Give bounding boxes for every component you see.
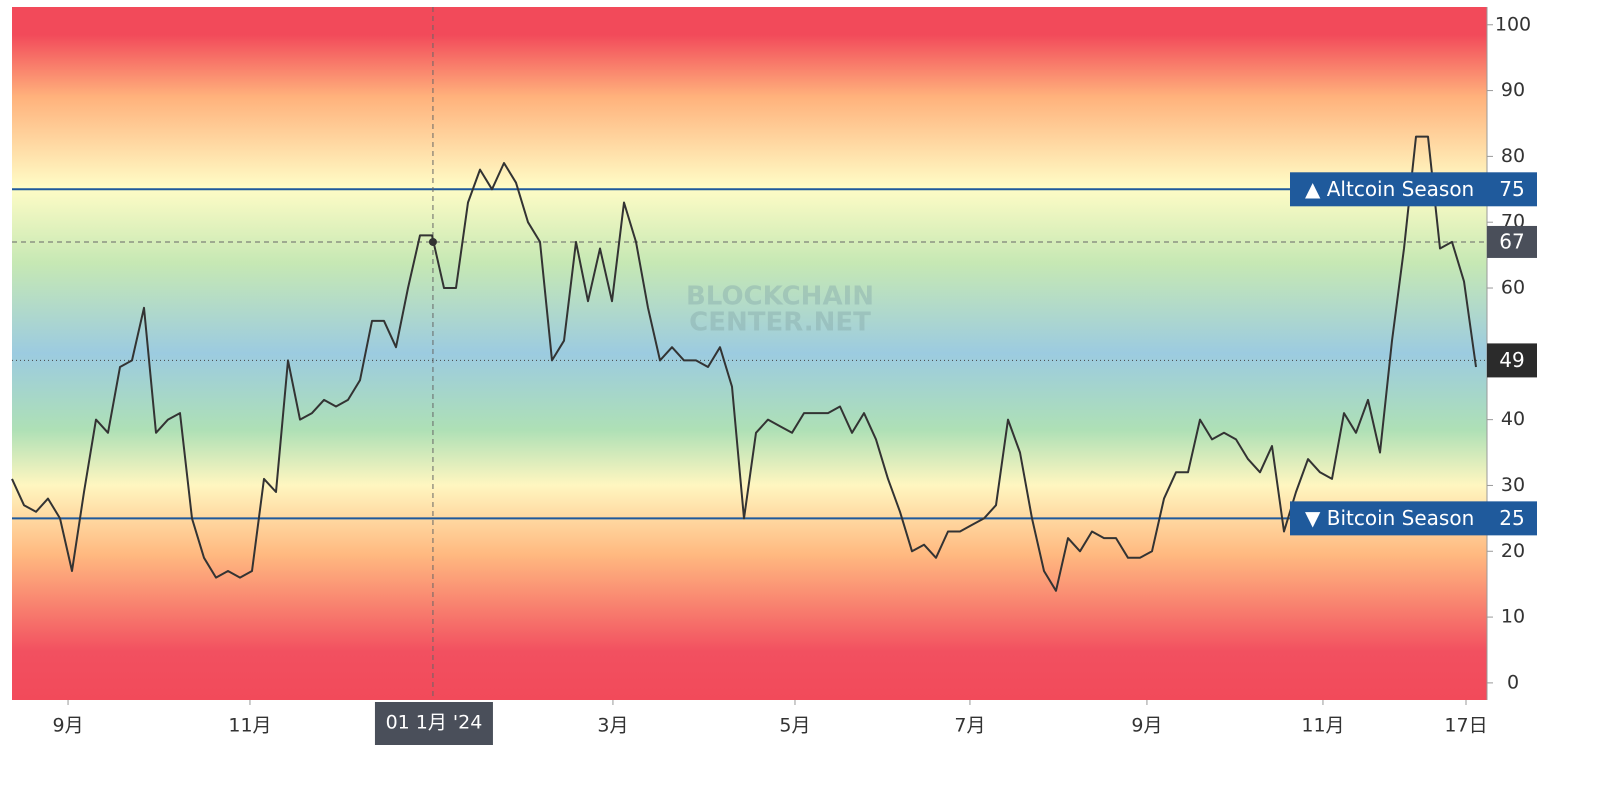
x-tick-label: 3月 [597, 715, 628, 737]
x-tick-label: 9月 [1131, 715, 1162, 737]
y-tick-label: 0 [1507, 671, 1519, 693]
level-label: ▲ Altcoin Season [1305, 177, 1474, 201]
last-value-box [1487, 343, 1537, 378]
level-value-label: 25 [1499, 506, 1524, 530]
y-tick-label: 100 [1495, 13, 1531, 35]
y-tick-label: 40 [1501, 408, 1525, 430]
x-tick-label: 11月 [1301, 715, 1344, 737]
crosshair-y-box [1487, 225, 1537, 258]
watermark: CENTER.NET [689, 308, 871, 338]
y-tick-label: 60 [1501, 277, 1525, 299]
crosshair-dot [428, 237, 437, 246]
y-tick-label: 80 [1501, 145, 1525, 167]
x-tick-label: 9月 [52, 715, 83, 737]
y-tick-label: 90 [1501, 79, 1525, 101]
x-tick-label: 7月 [954, 715, 985, 737]
crosshair-y-label: 67 [1499, 229, 1524, 253]
crosshair-x-label: 01 1月 '24 [386, 712, 483, 734]
level-label: ▼ Bitcoin Season [1305, 506, 1474, 530]
x-tick-label: 5月 [779, 715, 810, 737]
x-tick-label: 17日 [1444, 715, 1487, 737]
level-label-box [1290, 172, 1537, 207]
plot-background [12, 7, 1487, 700]
last-value-label: 49 [1499, 348, 1524, 372]
y-tick-label: 20 [1501, 540, 1525, 562]
level-value-label: 75 [1499, 177, 1524, 201]
y-tick-label: 10 [1501, 606, 1525, 628]
level-label-box [1290, 501, 1537, 536]
y-tick-label: 30 [1501, 474, 1525, 496]
index-line [11, 135, 1477, 592]
crosshair-x-box [374, 702, 493, 745]
x-tick-label: 11月 [228, 715, 271, 737]
watermark: BLOCKCHAIN [686, 282, 874, 312]
